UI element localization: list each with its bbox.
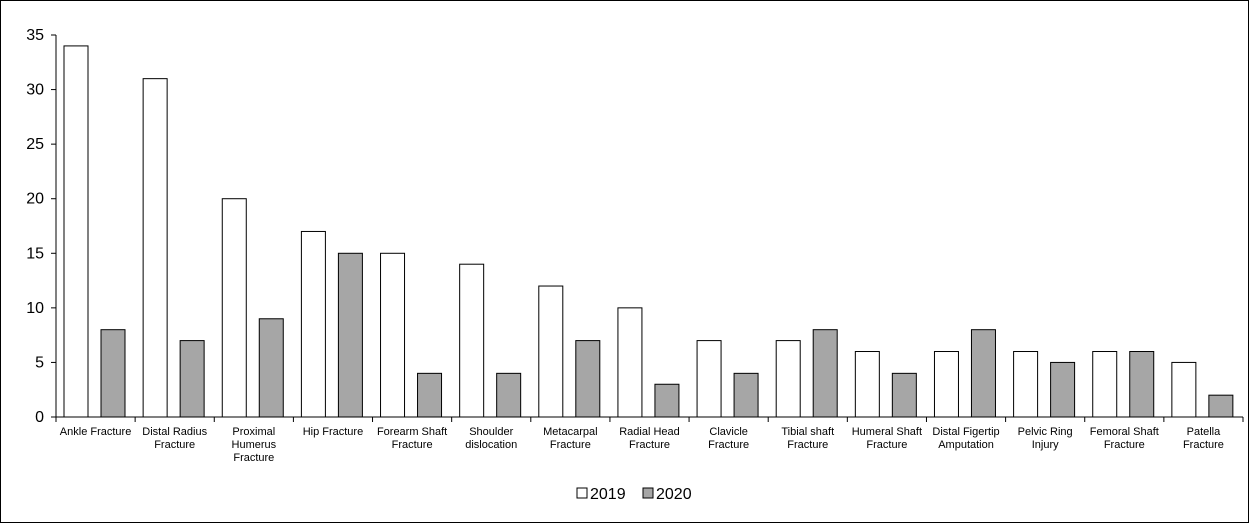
x-category-label: Radial Head Fracture xyxy=(619,426,680,451)
legend-label-2020: 2020 xyxy=(656,486,692,503)
y-tick-label: 35 xyxy=(26,27,44,44)
bar-2020 xyxy=(654,383,680,418)
x-category-label: Ankle Fracture xyxy=(60,426,132,438)
bar-2020 xyxy=(812,329,838,418)
bar-2019 xyxy=(696,340,722,418)
legend-swatch-2019 xyxy=(576,487,588,499)
x-category-label: Femoral Shaft Fracture xyxy=(1090,426,1159,451)
x-category-label: Distal Figertip Amputation xyxy=(932,426,999,451)
bar-2019 xyxy=(380,252,406,418)
bar-2019 xyxy=(1013,351,1039,418)
x-category-label: Hip Fracture xyxy=(303,426,364,438)
y-tick-label: 15 xyxy=(26,245,44,262)
x-category-label: Patella Fracture xyxy=(1183,426,1224,451)
bar-2019 xyxy=(775,340,801,418)
x-category-label: Tibial shaft Fracture xyxy=(781,426,834,451)
bar-2020 xyxy=(575,340,601,418)
bar-2020 xyxy=(179,340,205,418)
legend-swatch-2020 xyxy=(642,487,654,499)
y-tick-label: 10 xyxy=(26,300,44,317)
bar-2020 xyxy=(970,329,996,418)
x-category-label: Pelvic Ring Injury xyxy=(1018,426,1073,451)
bar-2019 xyxy=(933,351,959,418)
bar-2020 xyxy=(100,329,126,418)
y-tick-label: 20 xyxy=(26,191,44,208)
bar-2020 xyxy=(337,252,363,418)
bar-2019 xyxy=(617,307,643,418)
bar-2019 xyxy=(459,263,485,418)
y-tick-label: 5 xyxy=(35,354,44,371)
x-category-label: Shoulder dislocation xyxy=(465,426,517,451)
y-tick-label: 0 xyxy=(35,409,44,426)
bar-2019 xyxy=(221,198,247,418)
bar-2020 xyxy=(258,318,284,418)
y-tick-label: 25 xyxy=(26,136,44,153)
x-category-label: Forearm Shaft Fracture xyxy=(377,426,447,451)
bar-2020 xyxy=(891,372,917,418)
bar-2019 xyxy=(854,351,880,418)
x-category-label: Metacarpal Fracture xyxy=(543,426,597,451)
x-category-label: Distal Radius Fracture xyxy=(142,426,207,451)
x-category-label: Humeral Shaft Fracture xyxy=(852,426,922,451)
y-tick-label: 30 xyxy=(26,82,44,99)
legend-label-2019: 2019 xyxy=(590,486,626,503)
bar-2019 xyxy=(63,45,89,418)
bar-2020 xyxy=(1050,361,1076,418)
bar-2019 xyxy=(1092,351,1118,418)
bar-2019 xyxy=(1171,361,1197,418)
bar-2020 xyxy=(733,372,759,418)
bar-2020 xyxy=(1208,394,1234,418)
bar-2020 xyxy=(496,372,522,418)
x-category-label: Proximal Humerus Fracture xyxy=(232,426,277,464)
bar-2019 xyxy=(142,78,168,418)
bar-2020 xyxy=(417,372,443,418)
bar-2020 xyxy=(1129,351,1155,418)
bar-2019 xyxy=(300,230,326,418)
x-category-label: Clavicle Fracture xyxy=(708,426,749,451)
bar-2019 xyxy=(538,285,564,418)
